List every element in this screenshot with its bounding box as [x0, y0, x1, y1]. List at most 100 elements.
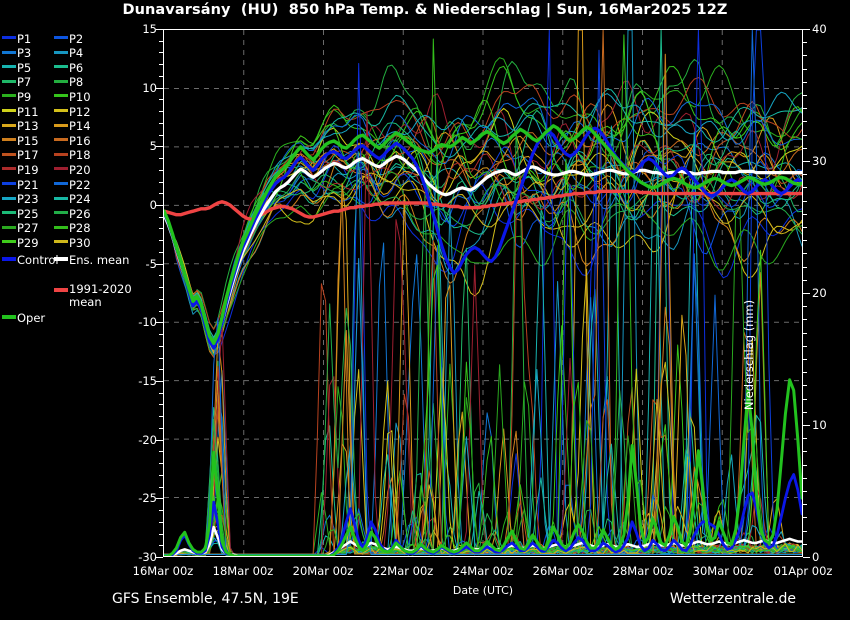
y-axis-left-tickmark [156, 264, 163, 265]
y-axis-left-tickmark [156, 381, 163, 382]
y-axis-right-tickmark [803, 557, 810, 558]
legend-item-p3[interactable]: P3 [2, 43, 31, 59]
x-axis-tick: 20Mar 00z [292, 564, 354, 578]
legend-item-p23[interactable]: P23 [2, 189, 39, 205]
legend-swatch-icon [2, 256, 16, 261]
series-oper-precipitation [164, 378, 802, 556]
series-control [164, 126, 802, 350]
y-axis-left-tickmark [159, 240, 163, 241]
y-axis-right-tickmark [803, 214, 807, 215]
legend-item-p7[interactable]: P7 [2, 72, 31, 88]
series-1991-2020-mean [164, 189, 802, 222]
legend-item-p24[interactable]: P24 [54, 189, 91, 205]
y-axis-left-tickmark [159, 287, 163, 288]
footer-source: Wetterzentrale.de [669, 591, 796, 607]
x-axis-tick: 18Mar 00z [212, 564, 274, 578]
legend-item-p22[interactable]: P22 [54, 174, 91, 191]
y-axis-left-tickmark [159, 487, 163, 488]
legend-label: P30 [69, 235, 91, 250]
y-axis-right-tickmark [803, 121, 807, 122]
legend-swatch-icon [2, 196, 16, 200]
legend-item-p13[interactable]: P13 [2, 116, 39, 132]
legend-label: P20 [69, 162, 91, 177]
legend-item-p27[interactable]: P27 [2, 218, 39, 234]
legend-label: P5 [17, 60, 32, 75]
legend-item-p9[interactable]: P9 [2, 86, 31, 103]
y-axis-left-tickmark [159, 52, 163, 53]
legend-item-p21[interactable]: P21 [2, 174, 39, 191]
y-axis-left-tickmark [159, 369, 163, 370]
legend-swatch-icon [54, 50, 68, 54]
y-axis-left-tick: 0 [149, 198, 157, 212]
legend-swatch-icon [54, 240, 68, 244]
legend-label: 1991-2020 mean [69, 282, 132, 309]
y-axis-left-tickmark [159, 252, 163, 253]
legend-item-p30[interactable]: P30 [54, 232, 91, 250]
y-axis-right-tickmark [803, 478, 807, 479]
y-axis-left-tickmark [156, 557, 163, 558]
y-axis-left-tickmark [156, 29, 163, 30]
legend-item-p14[interactable]: P14 [54, 116, 91, 132]
plot-area [163, 29, 803, 557]
y-axis-left-tick: -10 [138, 315, 157, 330]
legend-swatch-icon [2, 211, 16, 215]
y-axis-right-tickmark [803, 174, 807, 175]
y-axis-right-tick: 10 [812, 418, 827, 432]
footer-model-info: GFS Ensemble, 47.5N, 19E [112, 591, 299, 607]
legend-label: P16 [69, 133, 91, 148]
legend-item-p17[interactable]: P17 [2, 145, 39, 161]
legend-item-p20[interactable]: P20 [54, 159, 91, 177]
y-axis-right-tickmark [803, 135, 807, 136]
y-axis-left-tickmark [159, 311, 163, 312]
legend-item-oper[interactable]: Oper [2, 307, 46, 325]
legend-item-p26[interactable]: P26 [54, 203, 91, 221]
legend-item-1991-2020[interactable]: 1991-2020 mean [54, 278, 132, 308]
legend-label: P26 [69, 206, 91, 221]
y-axis-left-tickmark [159, 522, 163, 523]
legend-label: P18 [69, 148, 91, 163]
legend-swatch-icon [2, 50, 16, 54]
legend-swatch-icon [2, 65, 16, 69]
legend-item-p1[interactable]: P1 [2, 28, 31, 45]
legend-item-p6[interactable]: P6 [54, 57, 83, 74]
y-axis-right-tickmark [803, 280, 807, 281]
legend-swatch-icon [54, 167, 68, 171]
legend-swatch-icon [2, 94, 16, 98]
legend-item-p4[interactable]: P4 [54, 43, 83, 59]
legend-swatch-icon [54, 287, 68, 292]
legend-item-p2[interactable]: P2 [54, 28, 83, 45]
x-axis-tick: 30Mar 00z [692, 564, 754, 578]
legend-item-p8[interactable]: P8 [54, 72, 83, 88]
y-axis-left-tickmark [156, 440, 163, 441]
y-axis-left-tickmark [159, 358, 163, 359]
legend-item-p18[interactable]: P18 [54, 145, 91, 163]
legend-item-p5[interactable]: P5 [2, 57, 32, 75]
legend-item-p12[interactable]: P12 [54, 101, 91, 118]
legend-item-p25[interactable]: P25 [2, 203, 39, 220]
legend-swatch-icon [2, 79, 16, 83]
x-axis-tick: 01Apr 00z [773, 564, 833, 578]
y-axis-right-tickmark [803, 359, 807, 360]
y-axis-right-tickmark [803, 333, 807, 334]
y-axis-right-tickmark [803, 306, 807, 307]
legend-item-control[interactable]: Control [2, 249, 59, 267]
y-axis-right-tickmark [803, 451, 807, 452]
legend-label: P11 [17, 104, 39, 119]
y-axis-right-tickmark [803, 201, 807, 202]
legend-label: Oper [17, 310, 46, 325]
legend-item-p29[interactable]: P29 [2, 232, 39, 249]
legend-label: Control [17, 252, 59, 267]
legend-swatch-icon [54, 36, 68, 39]
y-axis-right-tick: 30 [812, 154, 827, 168]
legend-item-p16[interactable]: P16 [54, 130, 91, 148]
legend-swatch-icon [54, 225, 68, 229]
legend-item-p28[interactable]: P28 [54, 218, 91, 234]
y-axis-left-tickmark [159, 99, 163, 100]
y-axis-right-tickmark [803, 187, 807, 188]
legend-item-ens-mean[interactable]: Ens. mean [54, 249, 129, 266]
legend-item-p19[interactable]: P19 [2, 159, 39, 176]
legend-item-p11[interactable]: P11 [2, 101, 39, 119]
legend-item-p15[interactable]: P15 [2, 130, 39, 147]
legend-item-p10[interactable]: P10 [54, 86, 91, 103]
